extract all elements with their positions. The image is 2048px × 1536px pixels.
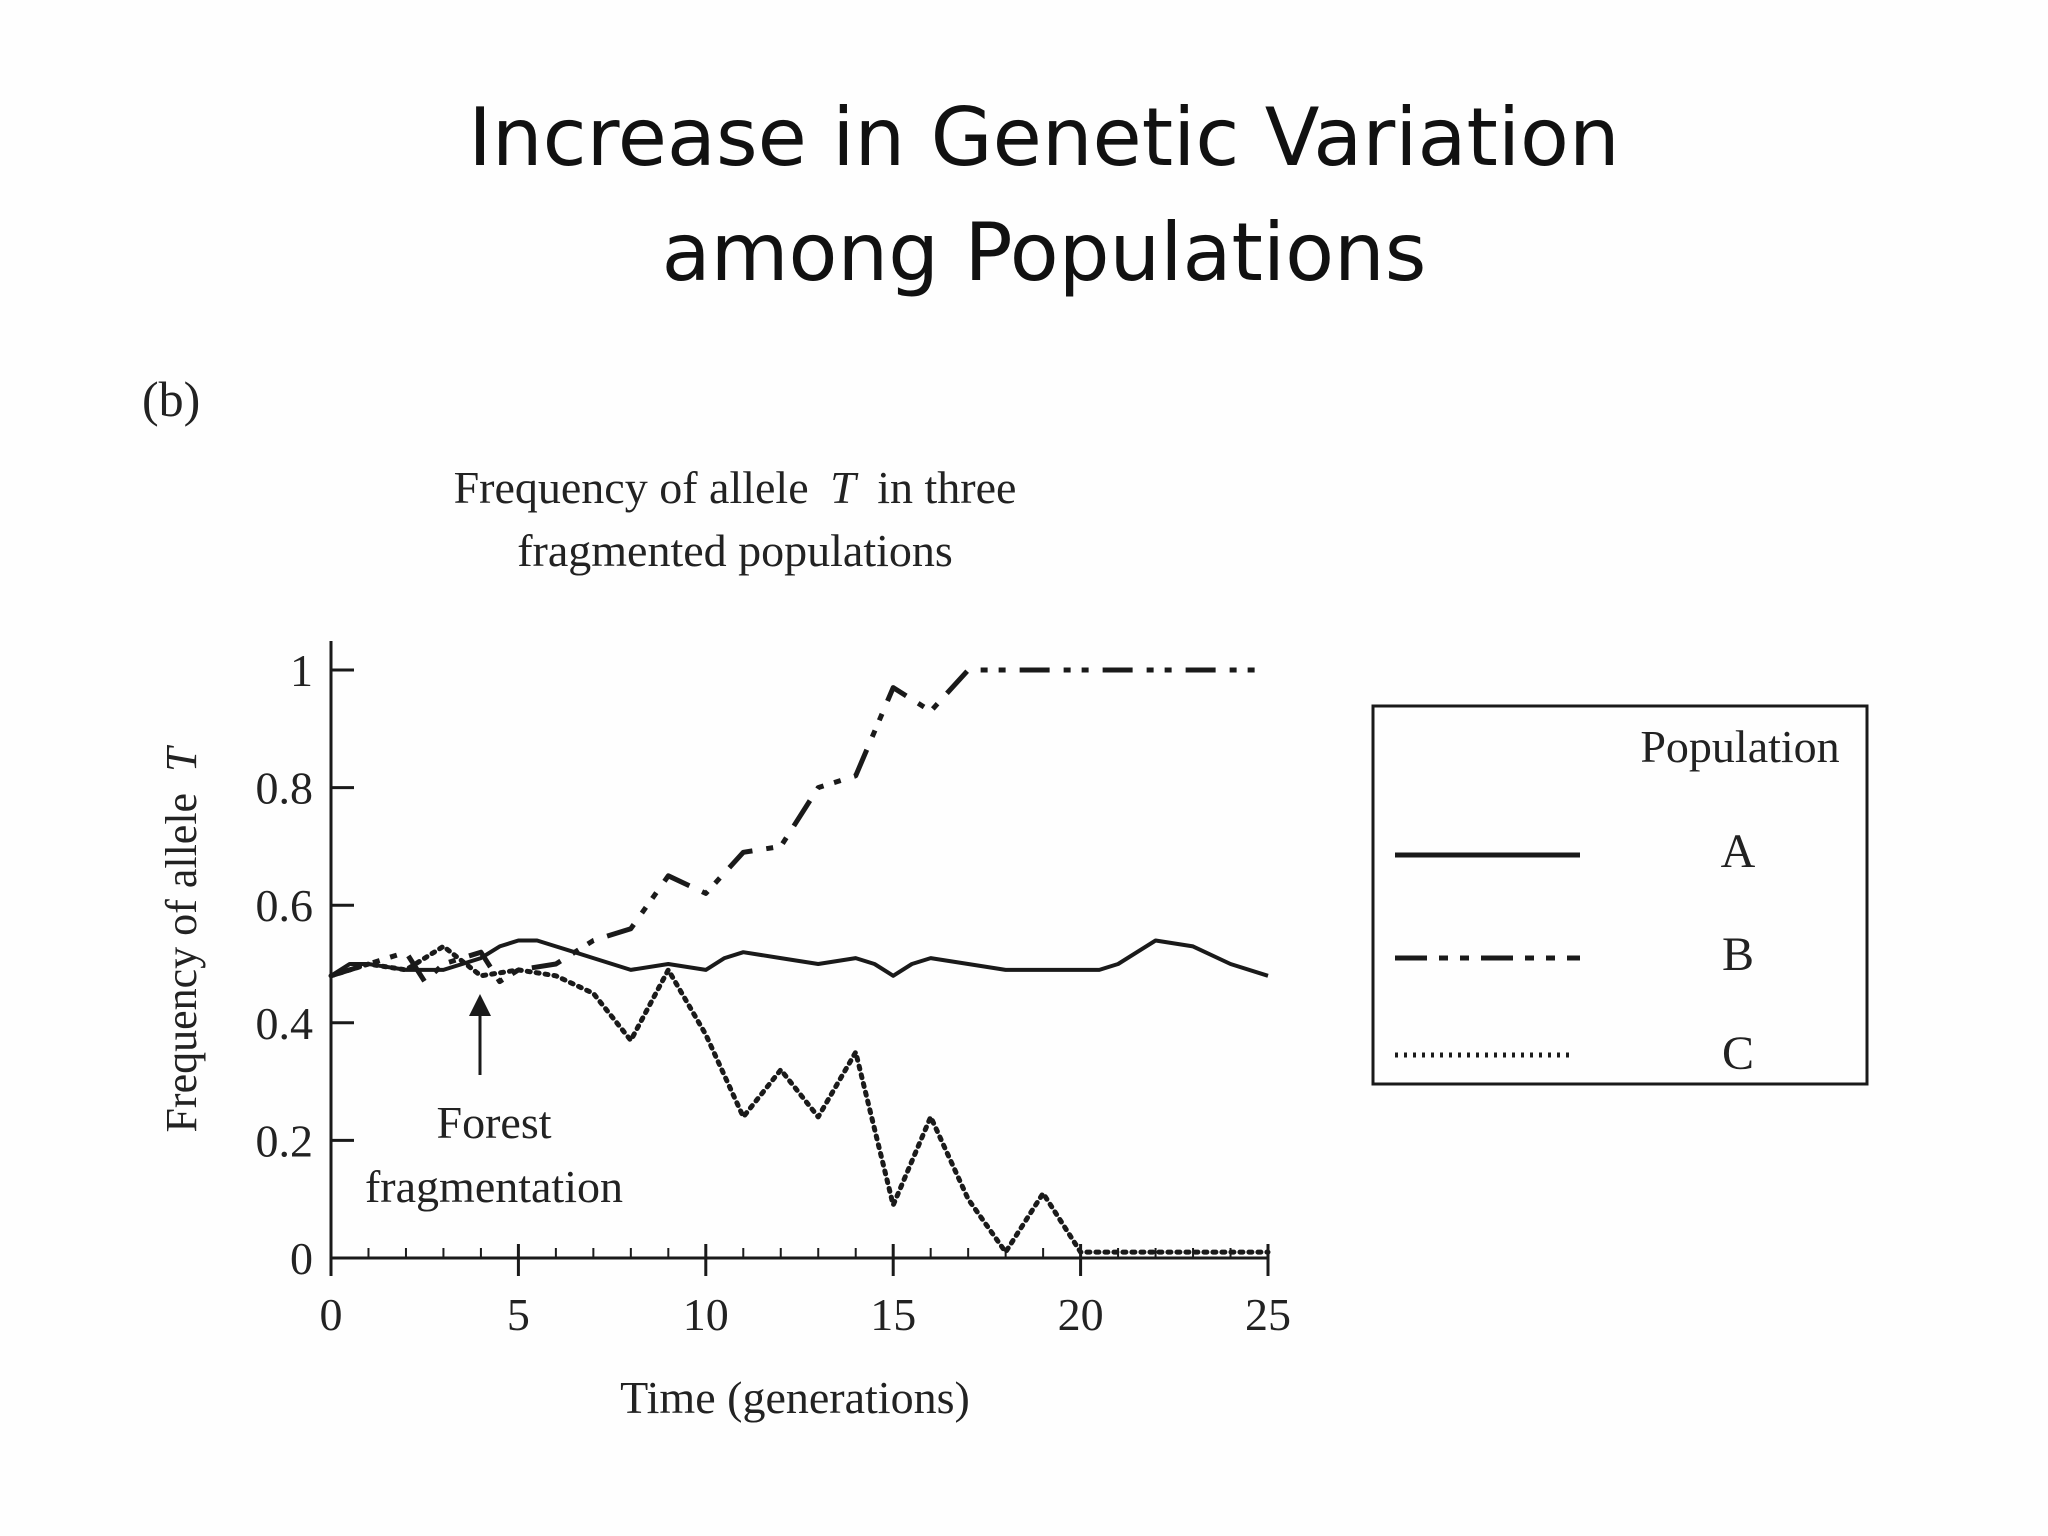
chart-title-italic: T bbox=[830, 462, 859, 513]
slide-title-line-1: Increase in Genetic Variation bbox=[468, 91, 1620, 184]
annotation-line-1: Forest bbox=[437, 1097, 552, 1148]
legend: Population A B C bbox=[1371, 704, 1869, 1086]
x-tick-label: 10 bbox=[683, 1289, 729, 1340]
legend-label-b: B bbox=[1722, 928, 1754, 981]
chart-title-line-1: Frequency of allele T in three bbox=[454, 462, 1017, 513]
y-axis-label-italic: T bbox=[157, 744, 206, 772]
series-layer bbox=[328, 667, 1271, 1255]
y-tick-label: 0 bbox=[290, 1233, 313, 1284]
y-tick-label: 0.8 bbox=[256, 763, 314, 814]
x-tick-label: 20 bbox=[1058, 1289, 1104, 1340]
x-axis-label: Time (generations) bbox=[620, 1372, 970, 1423]
annotation-line-2: fragmentation bbox=[365, 1161, 623, 1212]
x-tick-label: 25 bbox=[1245, 1289, 1291, 1340]
legend-label-a: A bbox=[1721, 825, 1756, 878]
x-tick-label: 0 bbox=[320, 1289, 343, 1340]
slide-title: Increase in Genetic Variation among Popu… bbox=[0, 80, 2048, 310]
y-axis-ticks: 0 0.2 0.4 0.6 0.8 1 bbox=[256, 645, 354, 1284]
chart-title-line-2: fragmented populations bbox=[517, 525, 953, 576]
legend-box bbox=[1371, 704, 1869, 1086]
y-axis-label: Frequency of allele T bbox=[157, 744, 206, 1133]
y-tick-label: 0.4 bbox=[256, 998, 314, 1049]
y-axis-label-text: Frequency of allele bbox=[157, 793, 206, 1133]
slide-title-line-2: among Populations bbox=[661, 206, 1427, 299]
x-tick-label: 5 bbox=[507, 1289, 530, 1340]
forest-fragmentation-annotation: Forest fragmentation bbox=[365, 994, 623, 1212]
chart-title-prefix: Frequency of allele bbox=[454, 462, 809, 513]
annotation-arrow-head bbox=[469, 994, 491, 1016]
legend-label-c: C bbox=[1722, 1027, 1754, 1080]
series-line-b bbox=[330, 667, 1268, 985]
series-line-c bbox=[328, 943, 1271, 1255]
panel-label: (b) bbox=[142, 371, 201, 427]
legend-title: Population bbox=[1640, 721, 1839, 772]
chart-title-suffix: in three bbox=[877, 462, 1016, 513]
y-tick-label: 1 bbox=[290, 645, 313, 696]
x-axis-ticks: 0 5 10 15 20 25 bbox=[320, 1244, 1291, 1340]
y-tick-label: 0.2 bbox=[256, 1115, 314, 1166]
y-tick-label: 0.6 bbox=[256, 880, 314, 931]
series-line-a bbox=[329, 938, 1269, 978]
x-tick-label: 15 bbox=[870, 1289, 916, 1340]
